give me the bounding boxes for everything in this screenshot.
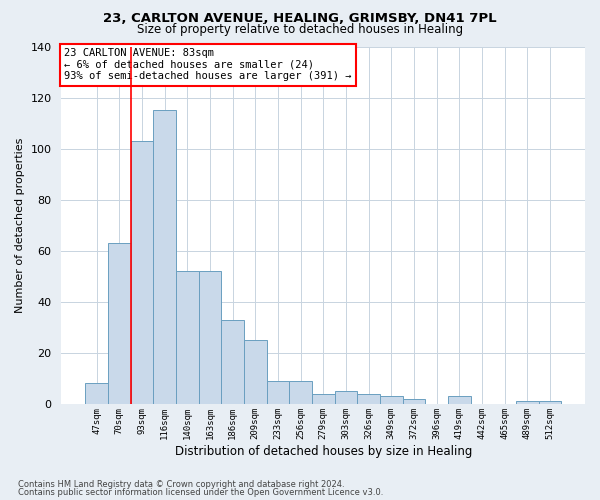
- Bar: [335, 391, 357, 404]
- Bar: [312, 394, 335, 404]
- Bar: [448, 396, 470, 404]
- Bar: [289, 381, 312, 404]
- Bar: [108, 243, 131, 404]
- Bar: [357, 394, 380, 404]
- Text: Contains HM Land Registry data © Crown copyright and database right 2024.: Contains HM Land Registry data © Crown c…: [18, 480, 344, 489]
- Bar: [244, 340, 266, 404]
- Y-axis label: Number of detached properties: Number of detached properties: [15, 138, 25, 313]
- Text: 23, CARLTON AVENUE, HEALING, GRIMSBY, DN41 7PL: 23, CARLTON AVENUE, HEALING, GRIMSBY, DN…: [103, 12, 497, 26]
- Bar: [221, 320, 244, 404]
- Bar: [131, 141, 153, 404]
- Bar: [516, 402, 539, 404]
- Bar: [266, 381, 289, 404]
- Bar: [403, 399, 425, 404]
- Bar: [199, 271, 221, 404]
- Bar: [539, 402, 561, 404]
- Bar: [85, 384, 108, 404]
- Text: Size of property relative to detached houses in Healing: Size of property relative to detached ho…: [137, 24, 463, 36]
- Bar: [176, 271, 199, 404]
- Bar: [380, 396, 403, 404]
- Bar: [153, 110, 176, 404]
- Text: 23 CARLTON AVENUE: 83sqm
← 6% of detached houses are smaller (24)
93% of semi-de: 23 CARLTON AVENUE: 83sqm ← 6% of detache…: [64, 48, 352, 82]
- Text: Contains public sector information licensed under the Open Government Licence v3: Contains public sector information licen…: [18, 488, 383, 497]
- X-axis label: Distribution of detached houses by size in Healing: Distribution of detached houses by size …: [175, 444, 472, 458]
